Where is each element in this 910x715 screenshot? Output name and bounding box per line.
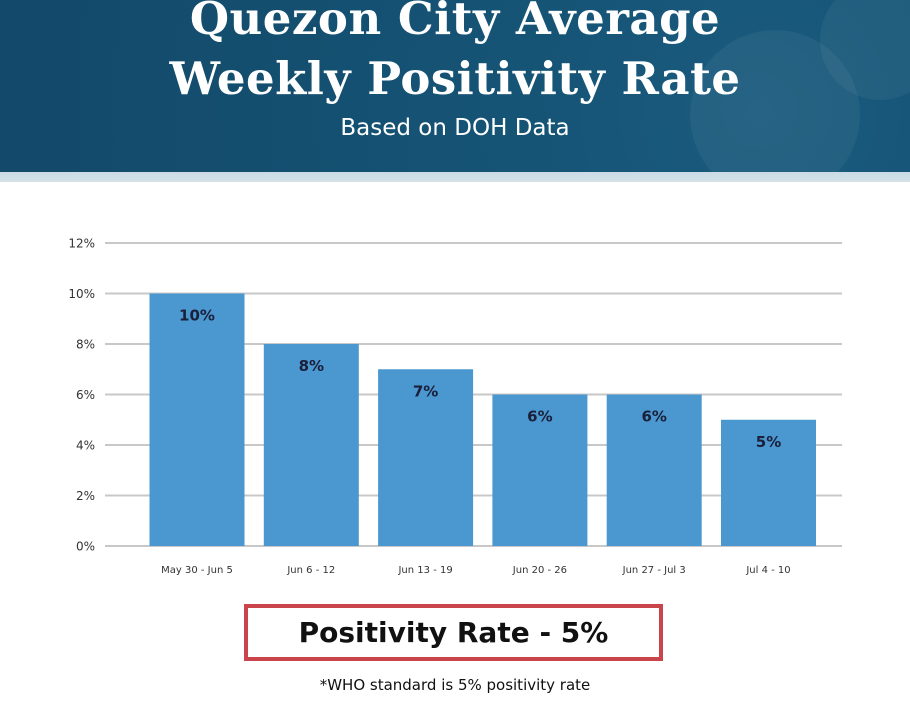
- positivity-rate-summary-box: Positivity Rate - 5%: [244, 604, 663, 661]
- page-subtitle: Based on DOH Data: [340, 115, 570, 141]
- x-tick-label: Jun 6 - 12: [286, 565, 335, 576]
- y-tick-label: 2%: [76, 489, 95, 503]
- x-tick-label: Jun 13 - 19: [397, 565, 452, 576]
- y-tick-label: 12%: [68, 237, 95, 251]
- bar-data-labels: 10% 8% 7% 6% 6% 5%: [179, 307, 781, 451]
- bar-data-label: 10%: [179, 307, 215, 325]
- bars: [149, 293, 816, 546]
- bar: [721, 419, 816, 546]
- bar-data-label: 8%: [299, 357, 324, 375]
- bar-data-label: 6%: [641, 408, 666, 426]
- y-tick-label: 6%: [76, 388, 95, 402]
- x-tick-label: Jul 4 - 10: [745, 565, 790, 576]
- virus-background-icon: [690, 30, 860, 172]
- y-tick-label: 10%: [68, 287, 95, 301]
- page-title-line1: Quezon City Average: [189, 0, 721, 45]
- bar: [263, 344, 359, 546]
- header-divider-stripe: [0, 172, 910, 182]
- bar-chart: 0% 2% 4% 6% 8% 10% 12% 10% 8% 7% 6% 6% 5% May 30 - …: [68, 237, 842, 576]
- who-standard-footnote: *WHO standard is 5% positivity rate: [319, 676, 591, 694]
- x-axis-tick-labels: May 30 - Jun 5 Jun 6 - 12 Jun 13 - 19 Jun 2…: [161, 565, 791, 576]
- header-banner: Quezon City Average Weekly Positivity Ra…: [0, 0, 910, 172]
- positivity-rate-summary: Positivity Rate - 5%: [298, 616, 609, 649]
- bar-data-label: 7%: [413, 382, 438, 400]
- x-tick-label: Jun 20 - 26: [512, 565, 567, 576]
- bar: [149, 293, 245, 546]
- bar-data-label: 5%: [756, 433, 781, 451]
- y-axis-tick-labels: 0% 2% 4% 6% 8% 10% 12%: [68, 237, 95, 554]
- bar-data-label: 6%: [527, 408, 552, 426]
- bar: [492, 394, 588, 546]
- bar: [378, 369, 474, 546]
- x-tick-label: May 30 - Jun 5: [161, 565, 233, 576]
- x-tick-label: Jun 27 - Jul 3: [622, 565, 686, 576]
- y-tick-label: 8%: [76, 338, 95, 352]
- y-tick-label: 0%: [76, 540, 95, 554]
- page-title-line2: Weekly Positivity Rate: [169, 52, 741, 105]
- bar: [606, 394, 702, 546]
- y-tick-label: 4%: [76, 439, 95, 453]
